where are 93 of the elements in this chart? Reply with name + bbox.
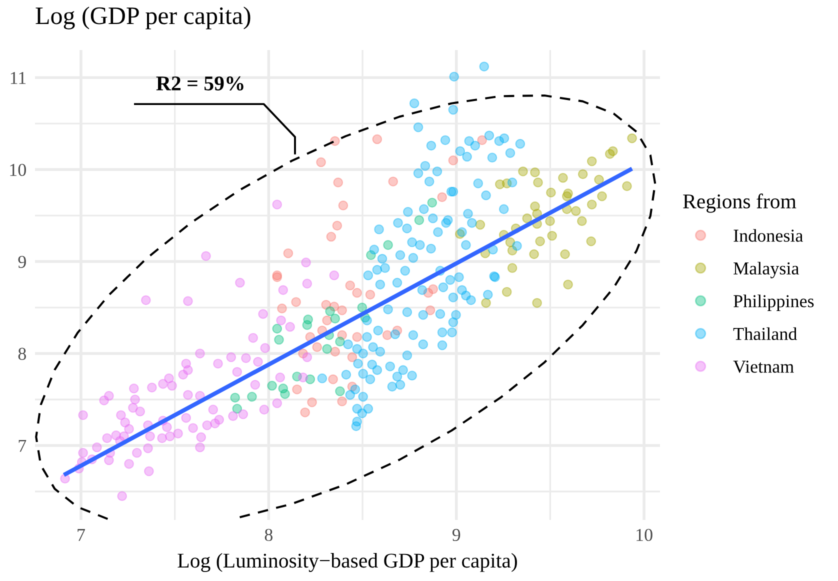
point [586, 156, 597, 166]
point [345, 280, 356, 290]
point [388, 176, 398, 186]
point [322, 344, 332, 354]
y-tick-label: 11 [10, 72, 26, 84]
point [535, 236, 546, 246]
point [300, 407, 310, 418]
point [562, 191, 572, 202]
point [335, 336, 345, 347]
point [594, 174, 604, 185]
point [428, 284, 438, 294]
y-tick-label: 7 [18, 440, 26, 452]
point [357, 302, 368, 312]
point [518, 166, 528, 176]
point [335, 386, 345, 396]
point [382, 330, 392, 340]
point [352, 332, 362, 342]
point [533, 178, 543, 188]
point [507, 263, 518, 273]
point [283, 248, 294, 258]
point [570, 206, 581, 216]
point [267, 380, 277, 391]
point [274, 334, 284, 345]
point [312, 342, 322, 352]
point [425, 305, 436, 316]
point [437, 192, 448, 202]
point [563, 280, 573, 290]
point [578, 169, 588, 180]
point [597, 191, 607, 202]
point [328, 374, 338, 384]
point [365, 290, 376, 300]
point [545, 216, 555, 226]
point [372, 134, 382, 144]
point [337, 305, 348, 316]
point [332, 220, 342, 231]
point [522, 213, 532, 224]
point [383, 240, 393, 250]
y-tick-label: 9 [18, 256, 26, 268]
point [560, 249, 570, 260]
point [326, 232, 336, 242]
point [347, 352, 358, 362]
x-axis-title: Log (Luminosity−based GDP per capita) [178, 553, 517, 572]
x-tick-label: 9 [452, 528, 460, 542]
point [576, 216, 587, 226]
point [330, 314, 340, 324]
legend-label: Vietnam [733, 360, 794, 373]
point [322, 315, 332, 326]
point [280, 389, 290, 399]
point [333, 178, 344, 188]
point [427, 198, 438, 208]
point [337, 396, 348, 406]
point [586, 200, 597, 210]
x-tick-label: 8 [264, 528, 272, 542]
point [291, 297, 302, 307]
point [481, 298, 491, 308]
legend-label: Thailand [733, 327, 798, 340]
point [352, 288, 362, 298]
point [558, 172, 568, 183]
legend-title: Regions from [683, 194, 796, 213]
point [622, 181, 632, 192]
point [302, 320, 312, 330]
point [247, 392, 257, 402]
point [307, 397, 317, 408]
point [586, 236, 596, 246]
y-tick-label: 8 [18, 348, 26, 360]
point [292, 384, 302, 394]
annotation: R2 = 59% [156, 76, 244, 91]
point [502, 286, 512, 297]
legend-label: Philippines [734, 294, 814, 311]
point [530, 167, 540, 178]
point [414, 215, 424, 226]
point [338, 200, 348, 210]
point [529, 249, 540, 260]
legend-label: Indonesia [734, 229, 804, 242]
y-tick-label: 10 [10, 164, 26, 176]
point [316, 157, 326, 168]
point [604, 148, 615, 159]
point [475, 220, 486, 230]
point [448, 155, 458, 166]
point [325, 306, 335, 316]
x-tick-label: 7 [78, 529, 85, 541]
point [330, 346, 340, 357]
point [230, 392, 240, 403]
point [546, 188, 556, 198]
legend-label: Malaysia [734, 262, 799, 278]
point [547, 230, 558, 241]
point [532, 298, 542, 308]
point [277, 304, 287, 314]
point [272, 324, 282, 334]
y-axis-title: Log (GDP per capita) [36, 6, 250, 30]
point [477, 135, 488, 146]
x-tick-label: 10 [636, 528, 652, 542]
point [627, 133, 637, 144]
